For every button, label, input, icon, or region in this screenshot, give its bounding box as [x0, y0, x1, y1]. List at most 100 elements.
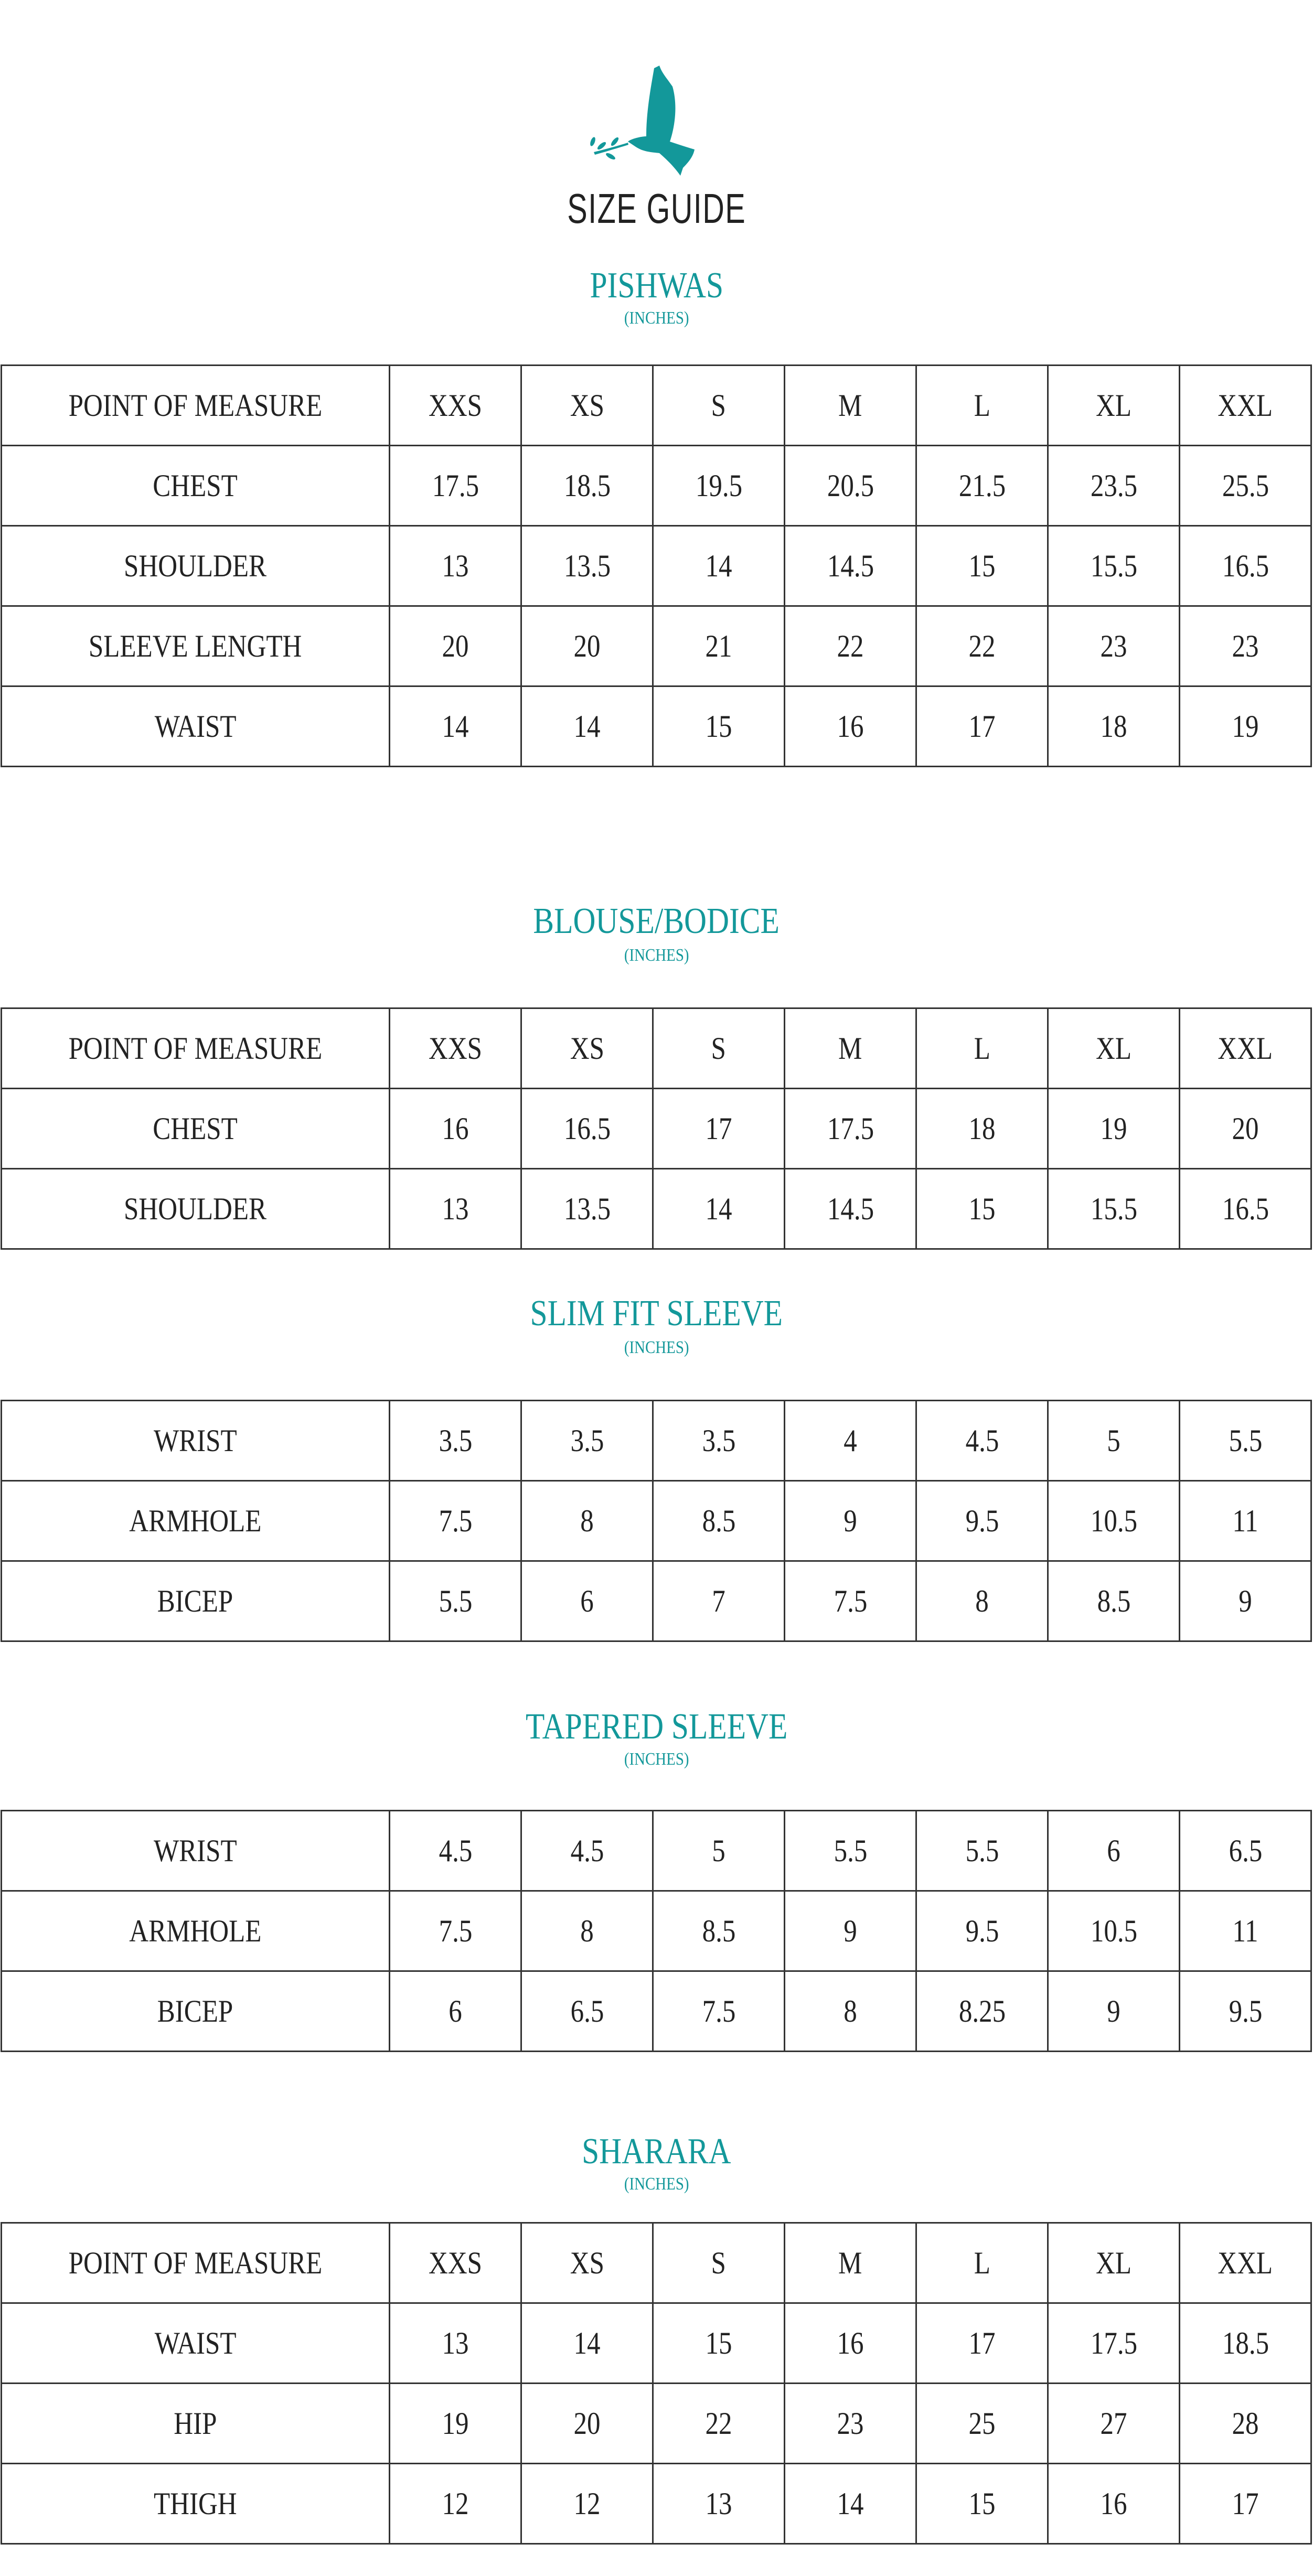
cell-text: 9 — [1107, 1993, 1120, 2028]
cell-text: 28 — [1232, 2406, 1259, 2441]
dove-with-olive-branch-icon — [590, 66, 695, 176]
cell-text: 10.5 — [1090, 1913, 1137, 1948]
value-cell: 8 — [520, 1480, 654, 1562]
cell-text: 6.5 — [570, 1993, 604, 2028]
cell-text: 8 — [844, 1993, 857, 2028]
value-cell: 7.5 — [652, 1970, 785, 2052]
cell-text: 16.5 — [1222, 1191, 1269, 1226]
value-cell: 14 — [520, 2302, 654, 2384]
cell-text: 15 — [968, 548, 996, 583]
value-cell: 20 — [520, 2382, 654, 2464]
value-cell: 28 — [1179, 2382, 1312, 2464]
size-guide-title: SIZE GUIDE — [567, 185, 746, 232]
cell-text: S — [711, 2245, 727, 2280]
table-row: WRIST 3.5 3.5 3.5 4 4.5 5 5.5 — [1, 1400, 1312, 1482]
value-cell: 20.5 — [784, 445, 917, 527]
units-text: (INCHES) — [624, 1338, 689, 1357]
value-cell: M — [784, 364, 917, 446]
section-title-blouse-bodice: BLOUSE/BODICE — [0, 903, 1313, 940]
size-table-sharara: POINT OF MEASURE XXS XS S M L XL XXL WAIST 13 14 15… — [1, 2222, 1312, 2545]
section-title-text: SHARARA — [582, 2131, 731, 2172]
value-cell: 18.5 — [1179, 2302, 1312, 2384]
row-label-cell: CHEST — [1, 445, 390, 527]
cell-text: 18.5 — [1222, 2325, 1269, 2360]
row-label-cell: ARMHOLE — [1, 1480, 390, 1562]
value-cell: 18 — [1047, 685, 1180, 767]
value-cell: 17.5 — [1047, 2302, 1180, 2384]
value-cell: 10.5 — [1047, 1480, 1180, 1562]
table-header-row: POINT OF MEASURE XXS XS S M L XL XXL — [1, 364, 1312, 446]
cell-text: 13 — [705, 2486, 732, 2521]
cell-text: POINT OF MEASURE — [68, 388, 323, 423]
cell-text: 3.5 — [439, 1423, 472, 1458]
table-row: BICEP 5.5 6 7 7.5 8 8.5 9 — [1, 1560, 1312, 1642]
value-cell: XL — [1047, 1007, 1180, 1089]
value-cell: M — [784, 1007, 917, 1089]
cell-text: S — [711, 1031, 727, 1066]
cell-text: 8.5 — [702, 1503, 735, 1538]
cell-text: 20 — [442, 628, 469, 663]
cell-text: 4 — [844, 1423, 857, 1458]
value-cell: 3.5 — [520, 1400, 654, 1482]
cell-text: 17 — [968, 2325, 996, 2360]
value-cell: 21.5 — [915, 445, 1049, 527]
cell-text: 16 — [1100, 2486, 1127, 2521]
cell-text: 16.5 — [563, 1111, 611, 1146]
cell-text: ARMHOLE — [129, 1913, 262, 1948]
value-cell: 4.5 — [915, 1400, 1049, 1482]
cell-text: 15.5 — [1090, 1191, 1137, 1226]
cell-text: WRIST — [154, 1833, 237, 1868]
value-cell: 4 — [784, 1400, 917, 1482]
cell-text: 5 — [712, 1833, 725, 1868]
value-cell: 20 — [1179, 1088, 1312, 1169]
cell-text: 13.5 — [563, 548, 611, 583]
value-cell: 5 — [1047, 1400, 1180, 1482]
row-label-cell: HIP — [1, 2382, 390, 2464]
cell-text: 25.5 — [1222, 468, 1269, 503]
cell-text: 8.25 — [958, 1993, 1006, 2028]
value-cell: 9 — [1047, 1970, 1180, 2052]
cell-text: 21 — [705, 628, 732, 663]
cell-text: 21.5 — [958, 468, 1006, 503]
cell-text: CHEST — [153, 1111, 238, 1146]
cell-text: BICEP — [157, 1583, 233, 1618]
value-cell: 8 — [784, 1970, 917, 2052]
cell-text: 20 — [573, 2406, 601, 2441]
value-cell: 15 — [652, 685, 785, 767]
cell-text: 19.5 — [695, 468, 742, 503]
cell-text: XS — [570, 1031, 604, 1066]
value-cell: XS — [520, 364, 654, 446]
value-cell: 23 — [784, 2382, 917, 2464]
units-text: (INCHES) — [624, 946, 689, 965]
cell-text: 16 — [837, 709, 864, 744]
value-cell: 5.5 — [915, 1810, 1049, 1892]
row-label-cell: POINT OF MEASURE — [1, 1007, 390, 1089]
value-cell: 8.25 — [915, 1970, 1049, 2052]
value-cell: 6 — [1047, 1810, 1180, 1892]
cell-text: 6 — [580, 1583, 594, 1618]
value-cell: XXS — [389, 1007, 522, 1089]
value-cell: 15.5 — [1047, 525, 1180, 607]
cell-text: HIP — [174, 2406, 217, 2441]
value-cell: 16.5 — [1179, 525, 1312, 607]
value-cell: 9 — [784, 1890, 917, 1972]
row-label-cell: SLEEVE LENGTH — [1, 605, 390, 687]
cell-text: XL — [1095, 388, 1131, 423]
value-cell: 9.5 — [915, 1480, 1049, 1562]
table-row: THIGH 12 12 13 14 15 16 17 — [1, 2463, 1312, 2545]
row-label-cell: WAIST — [1, 685, 390, 767]
cell-text: 20.5 — [827, 468, 874, 503]
cell-text: 9 — [844, 1913, 857, 1948]
cell-text: 9 — [844, 1503, 857, 1538]
value-cell: 13 — [389, 1168, 522, 1250]
cell-text: 20 — [573, 628, 601, 663]
cell-text: 15.5 — [1090, 548, 1137, 583]
value-cell: 7 — [652, 1560, 785, 1642]
table-row: WAIST 14 14 15 16 17 18 19 — [1, 685, 1312, 767]
cell-text: XXL — [1218, 1031, 1273, 1066]
value-cell: 11 — [1179, 1890, 1312, 1972]
cell-text: 23 — [837, 2406, 864, 2441]
size-table-tapered-sleeve: WRIST 4.5 4.5 5 5.5 5.5 6 6.5 ARMHOLE 7.5 8 8.5 9 9.5… — [1, 1810, 1312, 2052]
table-header-row: POINT OF MEASURE XXS XS S M L XL XXL — [1, 2222, 1312, 2304]
table-row: BICEP 6 6.5 7.5 8 8.25 9 9.5 — [1, 1970, 1312, 2052]
